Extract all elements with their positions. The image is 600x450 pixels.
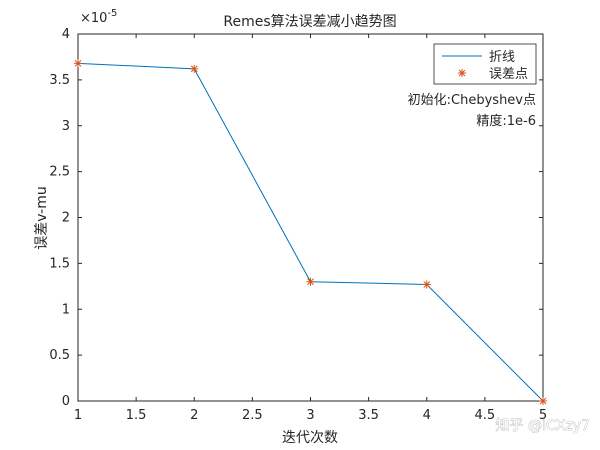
x-axis-label: 迭代次数 [282, 430, 338, 446]
x-tick-label: 3.5 [358, 408, 379, 423]
x-tick-label: 2 [190, 408, 198, 423]
x-axis-ticks: 1 1.5 2 2.5 3 3.5 4 4.5 5 [74, 34, 547, 423]
y-tick-label: 0 [62, 394, 70, 409]
y-tick-label: 3 [62, 119, 70, 134]
legend-label-line: 折线 [489, 50, 515, 65]
series-layer [74, 59, 547, 405]
legend-box [433, 43, 537, 85]
x-tick-label: 4.5 [475, 408, 496, 423]
chart-title: Remes算法误差减小趋势图 [223, 14, 396, 30]
x-tick-label: 3 [306, 408, 314, 423]
data-point-star [306, 277, 315, 286]
y-tick-label: 1.5 [49, 256, 70, 271]
y-exponent-base: ×10 [80, 11, 107, 26]
y-axis-label: 误差v-mu [34, 186, 50, 249]
legend: 折线 误差点 [433, 43, 537, 85]
x-tick-label: 5 [539, 408, 547, 423]
y-tick-label: 1 [62, 302, 70, 317]
watermark: 知乎 @ICXzy7 [496, 417, 591, 434]
annotation-init: 初始化:Chebyshev点 [408, 93, 536, 108]
x-tick-label: 2.5 [242, 408, 263, 423]
data-point-star [539, 397, 547, 405]
x-tick-label: 1 [74, 408, 82, 423]
y-tick-label: 3.5 [49, 73, 70, 88]
y-tick-label: 2 [62, 211, 70, 226]
data-point-star [422, 280, 431, 289]
legend-star-swatch [458, 69, 466, 77]
y-tick-label: 4 [62, 27, 70, 42]
x-tick-label: 4 [423, 408, 431, 423]
y-tick-label: 2.5 [49, 165, 70, 180]
plot-area [77, 33, 544, 402]
data-point-star [74, 59, 82, 68]
legend-label-markers: 误差点 [489, 67, 528, 82]
annotation-precision: 精度:1e-6 [476, 113, 536, 129]
axes-box [77, 33, 544, 402]
y-exponent: ×10-5 [80, 8, 117, 26]
data-point-star [190, 64, 199, 73]
y-exponent-power: -5 [107, 8, 117, 19]
y-axis-ticks: 0 0.5 1 1.5 2 2.5 3 3.5 4 [49, 27, 543, 409]
y-tick-label: 0.5 [49, 348, 70, 363]
x-tick-label: 1.5 [126, 408, 147, 423]
